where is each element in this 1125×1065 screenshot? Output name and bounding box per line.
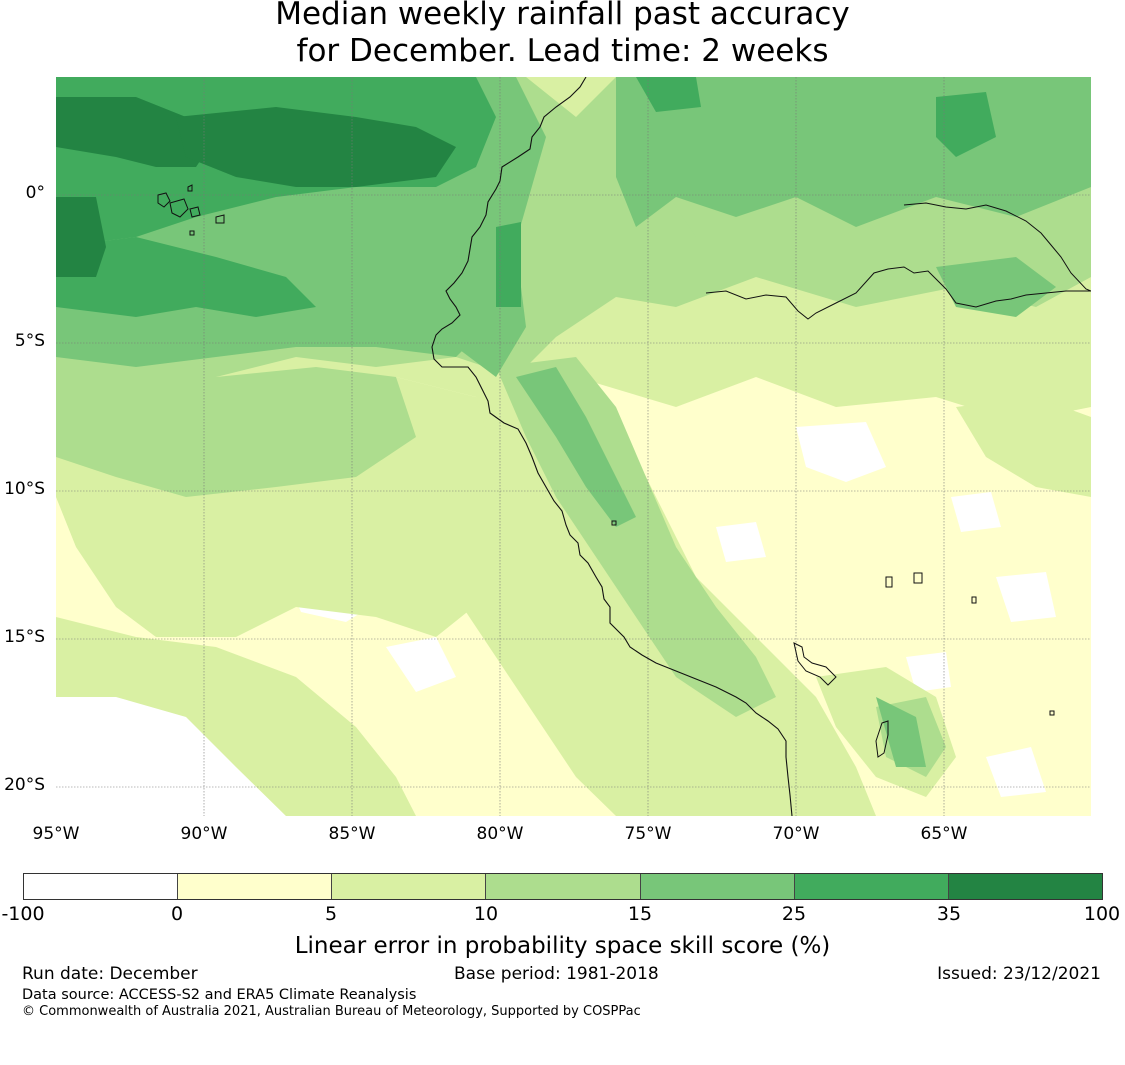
base-period: Base period: 1981-2018: [454, 964, 659, 984]
copyright: © Commonwealth of Australia 2021, Austra…: [22, 1004, 641, 1019]
lat-label-0: 0°: [25, 183, 45, 203]
colorbar-segment: [178, 874, 333, 899]
amazon-river: [705, 202, 1091, 320]
lon-label-90w: 90°W: [180, 824, 228, 844]
colorbar-tick: 25: [781, 903, 807, 925]
coastline: [431, 77, 793, 816]
colorbar-tick: -100: [1, 903, 45, 925]
colorbar-label: Linear error in probability space skill …: [294, 933, 831, 959]
colorbar-segment: [332, 874, 487, 899]
colorbar: [23, 873, 1103, 900]
colorbar-tick: 0: [170, 903, 184, 925]
lake-titicaca: [611, 520, 1055, 758]
colorbar-tick: 10: [473, 903, 499, 925]
lon-label-75w: 75°W: [624, 824, 672, 844]
issued-date: Issued: 23/12/2021: [937, 964, 1101, 984]
title-line-1: Median weekly rainfall past accuracy: [275, 0, 850, 32]
colorbar-tick: 5: [324, 903, 338, 925]
chart-title: Median weekly rainfall past accuracy for…: [0, 0, 1125, 70]
lat-label-15s: 15°S: [4, 627, 45, 647]
skill-field: [56, 77, 1091, 816]
colorbar-segment: [24, 874, 179, 899]
gridlines: [56, 77, 1091, 816]
lat-label-10s: 10°S: [4, 479, 45, 499]
lon-label-70w: 70°W: [772, 824, 820, 844]
lon-label-85w: 85°W: [328, 824, 376, 844]
colorbar-tick: 35: [936, 903, 962, 925]
colorbar-segment: [948, 874, 1102, 899]
skill-score-map: [56, 77, 1091, 816]
colorbar-tick: 100: [1083, 903, 1121, 925]
galapagos-islands: [157, 184, 225, 236]
colorbar-segment: [486, 874, 641, 899]
data-source: Data source: ACCESS-S2 and ERA5 Climate …: [22, 987, 417, 1003]
colorbar-segment: [640, 874, 795, 899]
lat-label-20s: 20°S: [4, 775, 45, 795]
colorbar-tick: 15: [627, 903, 653, 925]
run-date: Run date: December: [22, 964, 198, 984]
title-line-2: for December. Lead time: 2 weeks: [296, 33, 829, 69]
colorbar-segment: [794, 874, 949, 899]
lon-label-95w: 95°W: [32, 824, 80, 844]
lon-label-80w: 80°W: [476, 824, 524, 844]
lat-label-5s: 5°S: [14, 331, 45, 351]
lon-label-65w: 65°W: [920, 824, 968, 844]
